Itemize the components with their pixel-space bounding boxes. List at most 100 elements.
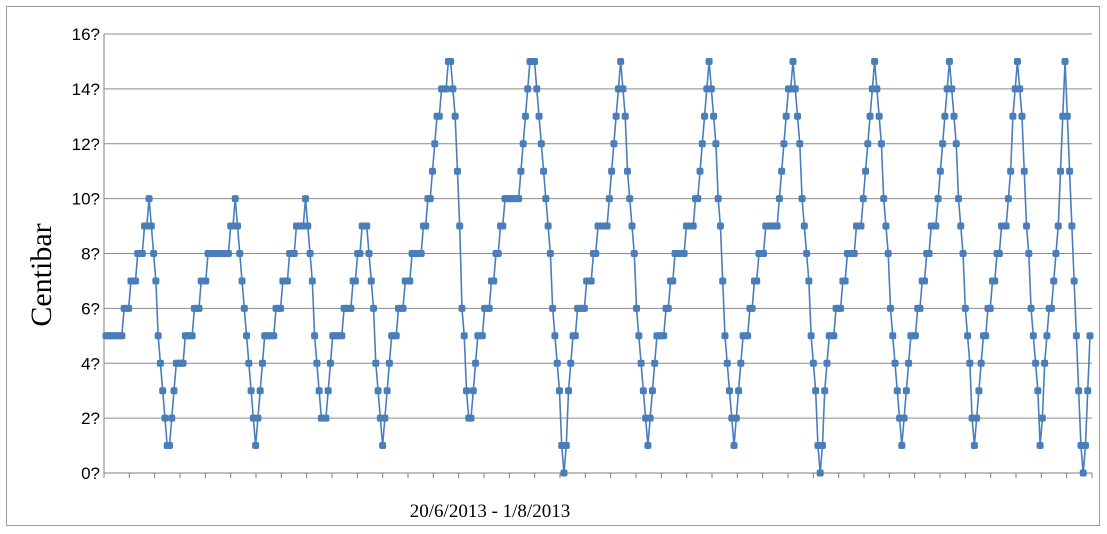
data-point xyxy=(809,359,817,367)
y-tick-label: 16? xyxy=(72,25,100,44)
data-point xyxy=(721,332,729,340)
data-point xyxy=(651,359,659,367)
data-point xyxy=(152,277,160,285)
data-point xyxy=(778,167,786,175)
data-point xyxy=(925,250,933,257)
data-point xyxy=(619,85,627,93)
chart-frame: 0? 2? 4? 6? 8? 10? 12? 14? 16? Centibar 20/6/201… xyxy=(6,6,1100,526)
data-point xyxy=(188,332,196,340)
data-point xyxy=(623,167,631,175)
data-point xyxy=(549,304,557,312)
data-point xyxy=(689,222,697,230)
data-point xyxy=(150,250,158,257)
data-point xyxy=(1018,112,1026,120)
data-point xyxy=(490,277,498,285)
data-point xyxy=(617,57,625,65)
data-point xyxy=(161,414,169,422)
data-point xyxy=(231,195,239,203)
data-point xyxy=(224,250,232,257)
data-point xyxy=(637,359,645,367)
y-tick-label: 10? xyxy=(72,190,100,209)
data-point xyxy=(737,359,745,367)
data-point xyxy=(748,304,756,312)
data-point xyxy=(551,332,559,340)
data-point xyxy=(941,112,949,120)
x-tick-marks xyxy=(103,473,1093,478)
y-tick-label: 12? xyxy=(72,135,100,154)
data-point xyxy=(696,167,704,175)
y-tick-labels: 0? 2? 4? 6? 8? 10? 12? 14? 16? xyxy=(72,25,100,483)
data-point xyxy=(422,222,430,230)
data-point xyxy=(995,250,1003,257)
data-point xyxy=(370,304,378,312)
data-point xyxy=(118,332,126,340)
data-point xyxy=(168,414,176,422)
data-point xyxy=(356,250,364,257)
data-point xyxy=(435,112,443,120)
data-point xyxy=(1041,359,1049,367)
data-point xyxy=(442,85,450,93)
data-point xyxy=(794,112,802,120)
data-point xyxy=(975,387,983,395)
data-point xyxy=(247,387,255,395)
data-point xyxy=(540,167,548,175)
data-point xyxy=(694,195,702,203)
y-tick-label: 0? xyxy=(81,464,100,483)
data-point xyxy=(1036,442,1044,450)
data-point xyxy=(379,442,387,450)
data-point xyxy=(610,140,618,148)
data-point xyxy=(1034,387,1042,395)
data-point xyxy=(957,222,965,230)
data-point xyxy=(1032,359,1040,367)
data-point xyxy=(760,250,768,257)
data-point xyxy=(970,442,978,450)
data-point xyxy=(546,250,554,257)
data-point xyxy=(705,57,713,65)
data-point xyxy=(991,277,999,285)
data-point xyxy=(428,167,436,175)
y-tick-label: 6? xyxy=(81,299,100,318)
data-point xyxy=(1079,469,1087,477)
data-point xyxy=(472,359,480,367)
data-point xyxy=(807,332,815,340)
data-point xyxy=(1043,332,1051,340)
data-point xyxy=(818,442,826,450)
series-line-path xyxy=(106,60,1091,474)
data-point xyxy=(920,277,928,285)
data-point xyxy=(1072,332,1080,340)
data-point xyxy=(773,222,781,230)
data-point xyxy=(621,112,629,120)
data-point xyxy=(939,140,947,148)
data-point xyxy=(1070,277,1078,285)
y-tick-label: 14? xyxy=(72,80,100,99)
data-point xyxy=(633,304,641,312)
data-point xyxy=(977,359,985,367)
data-point xyxy=(669,277,677,285)
data-point xyxy=(730,442,738,450)
data-point xyxy=(392,332,400,340)
data-point xyxy=(1050,277,1058,285)
data-point xyxy=(1025,250,1033,257)
data-point xyxy=(1038,414,1046,422)
data-point xyxy=(165,442,173,450)
data-point xyxy=(780,140,788,148)
data-point xyxy=(195,304,203,312)
data-point xyxy=(524,85,532,93)
data-point xyxy=(499,222,507,230)
data-point xyxy=(732,414,740,422)
data-point xyxy=(463,387,470,395)
data-point xyxy=(864,140,872,148)
data-point xyxy=(478,332,486,340)
data-point xyxy=(426,195,434,203)
data-point xyxy=(934,195,942,203)
data-point xyxy=(374,387,382,395)
data-point xyxy=(565,387,573,395)
data-point xyxy=(322,414,330,422)
data-point xyxy=(982,332,990,340)
data-point xyxy=(630,250,638,257)
data-point xyxy=(1054,222,1062,230)
data-point xyxy=(966,359,974,367)
data-point xyxy=(531,57,539,65)
data-point xyxy=(125,304,133,312)
data-point xyxy=(587,277,595,285)
